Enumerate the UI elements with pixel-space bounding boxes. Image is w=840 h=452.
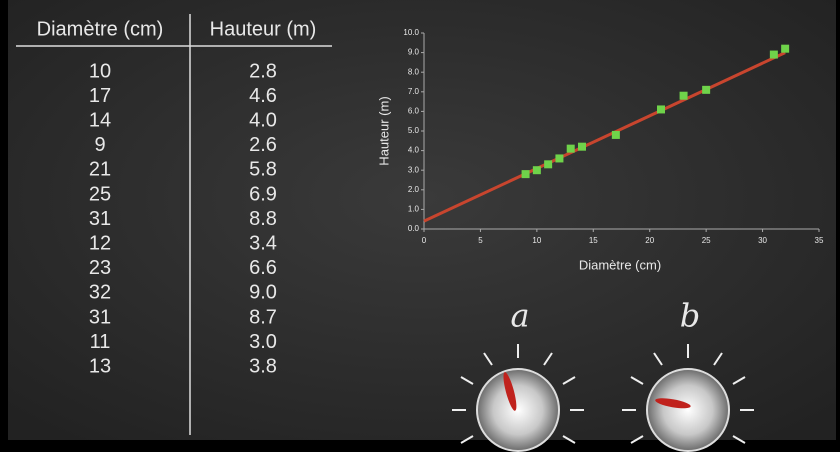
- dials: a b: [452, 297, 754, 452]
- point: [555, 154, 564, 163]
- y-tick-label: 10.0: [403, 28, 419, 37]
- table-cell: 4.6: [249, 85, 277, 107]
- point: [532, 166, 541, 175]
- y-tick-label: 1.0: [408, 205, 420, 214]
- x-tick-label: 30: [758, 236, 767, 245]
- table-cell: 9: [94, 134, 105, 156]
- y-tick-label: 2.0: [408, 185, 420, 194]
- y-axis-label: Hauteur (m): [376, 96, 391, 165]
- table-header: Hauteur (m): [210, 18, 317, 40]
- point: [611, 130, 620, 139]
- chalkboard: [8, 0, 836, 440]
- point: [521, 170, 530, 179]
- table-cell: 6.9: [249, 183, 277, 205]
- table-cell: 31: [89, 208, 111, 230]
- x-tick-label: 5: [478, 236, 483, 245]
- table-cell: 21: [89, 159, 111, 181]
- table-cell: 8.8: [249, 208, 277, 230]
- point: [578, 142, 586, 151]
- table-cell: 12: [89, 232, 111, 254]
- table-cell: 9.0: [249, 282, 277, 304]
- table-cell: 25: [89, 183, 111, 205]
- y-tick-label: 9.0: [408, 48, 420, 57]
- table-cell: 4.0: [249, 109, 277, 131]
- table-cell: 5.8: [249, 159, 277, 181]
- table-cell: 31: [89, 306, 111, 328]
- dial: [622, 344, 754, 452]
- table-header: Diamètre (cm): [37, 18, 164, 40]
- table-cell: 13: [89, 355, 111, 377]
- x-tick-label: 15: [589, 236, 598, 245]
- fit-line: [423, 51, 786, 223]
- x-tick-label: 0: [422, 236, 427, 245]
- table-cell: 8.7: [249, 306, 277, 328]
- table-cell: 2.8: [249, 60, 277, 82]
- table-cell: 6.6: [249, 257, 277, 279]
- x-tick-label: 35: [815, 236, 824, 245]
- table-cell: 32: [89, 282, 111, 304]
- y-tick-label: 6.0: [408, 107, 420, 116]
- dial-label: a: [510, 297, 529, 335]
- point: [657, 105, 665, 114]
- x-tick-label: 25: [702, 236, 711, 245]
- y-tick-label: 5.0: [408, 126, 420, 135]
- table-cell: 23: [89, 257, 111, 279]
- y-tick-label: 7.0: [408, 87, 420, 96]
- table-cell: 10: [89, 60, 111, 82]
- point: [781, 44, 790, 53]
- table-cell: 3.8: [249, 355, 277, 377]
- table-cell: 3.4: [249, 232, 277, 254]
- point: [566, 144, 575, 153]
- dial: [452, 344, 584, 452]
- y-tick-label: 0.0: [408, 224, 420, 233]
- x-tick-label: 20: [645, 236, 654, 245]
- point: [702, 85, 711, 94]
- point: [769, 50, 778, 59]
- x-axis-label: Diamètre (cm): [579, 257, 661, 272]
- point: [679, 91, 688, 100]
- x-tick-label: 10: [532, 236, 541, 245]
- y-tick-label: 8.0: [408, 67, 420, 76]
- table-cell: 2.6: [249, 134, 277, 156]
- table-cell: 11: [90, 331, 111, 353]
- table-cell: 14: [89, 109, 111, 131]
- point: [544, 160, 553, 169]
- y-tick-label: 3.0: [408, 165, 420, 174]
- y-tick-label: 4.0: [408, 146, 420, 155]
- table-cell: 17: [89, 85, 111, 107]
- table-cell: 3.0: [249, 331, 277, 353]
- dial-label: b: [680, 297, 700, 335]
